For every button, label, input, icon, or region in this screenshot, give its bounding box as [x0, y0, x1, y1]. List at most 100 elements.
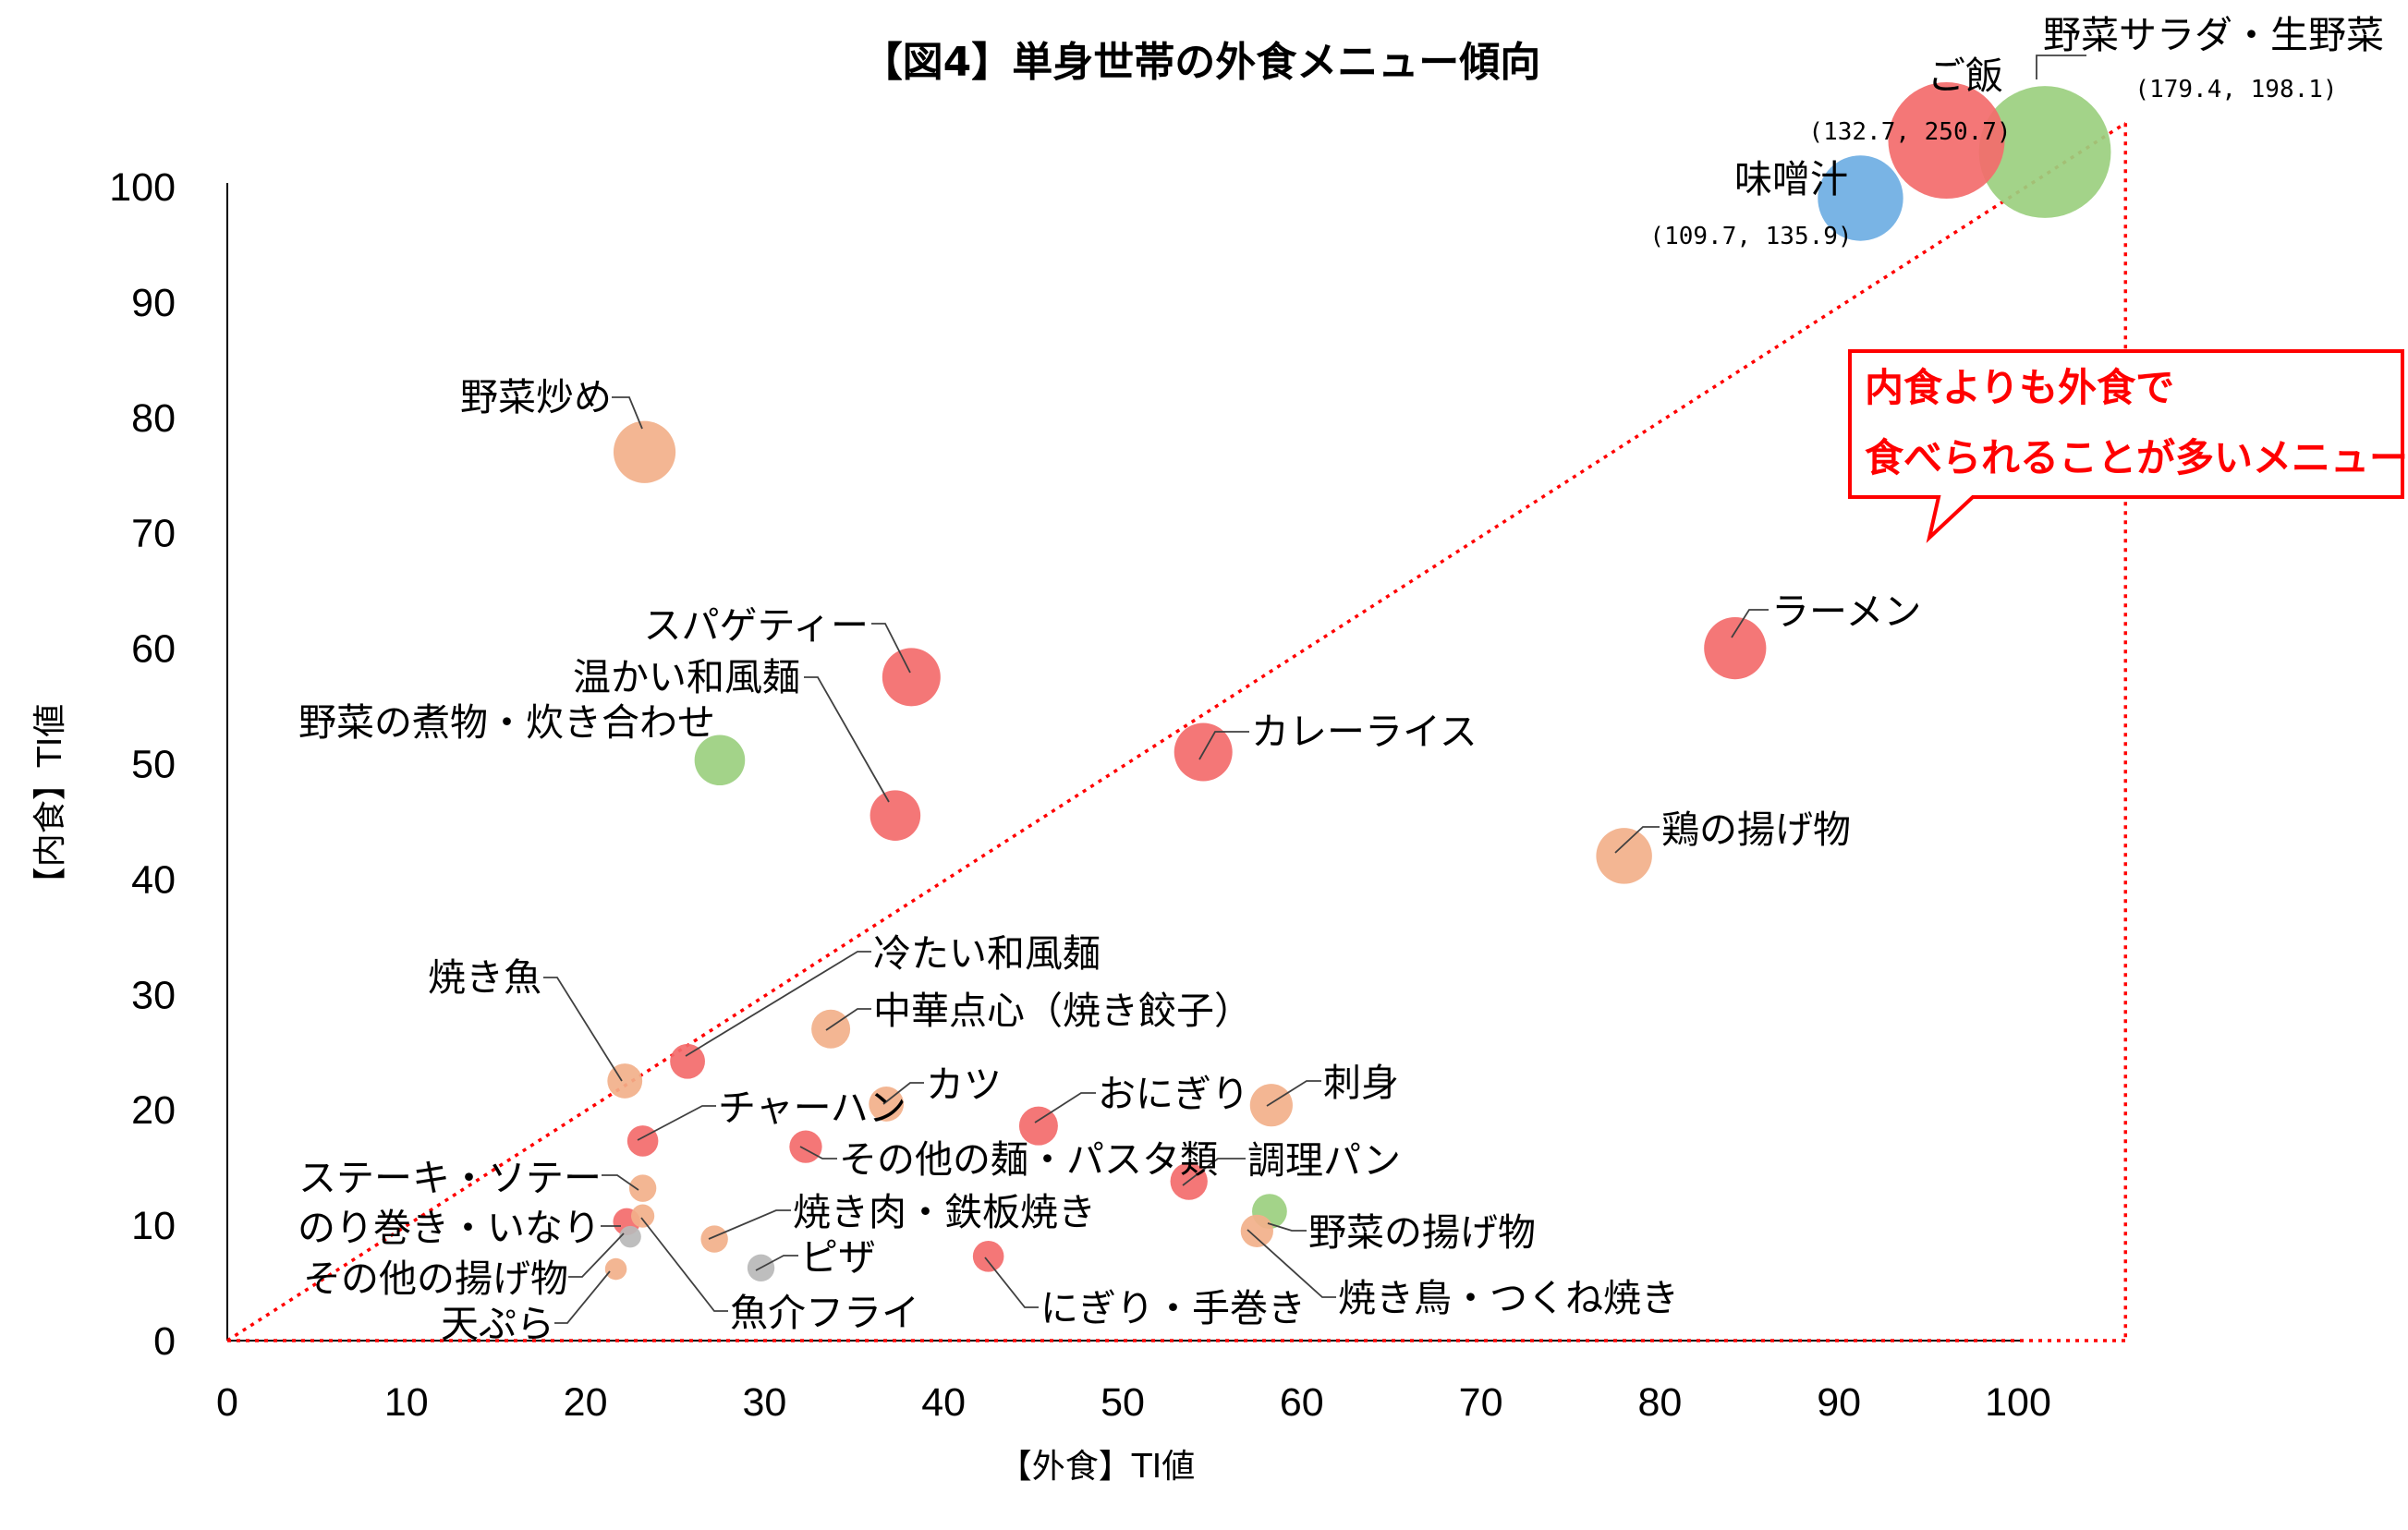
- label-その他の揚げ物: その他の揚げ物: [303, 1257, 568, 1301]
- bubble-スパゲティー: [882, 648, 941, 707]
- label-カツ: カツ: [926, 1062, 1002, 1107]
- label-ラーメン: ラーメン: [1771, 589, 1921, 634]
- label-のり巻き・いなり: のり巻き・いなり: [298, 1206, 601, 1250]
- label-中華点心-焼き餃子-: 中華点心（焼き餃子）: [873, 989, 1252, 1033]
- y-tick-label-90: 90: [131, 281, 176, 325]
- leader-カレーライス: [1198, 731, 1249, 760]
- point-labels: ご飯 (132.7, 250.7) 野菜サラダ・生野菜 (179.4, 198.1) 味…: [298, 13, 2384, 1346]
- leader-カツ: [882, 1082, 924, 1105]
- label-温かい和風麺: 温かい和風麺: [573, 655, 800, 699]
- bubble-天ぷら: [604, 1257, 627, 1281]
- callout-line-2: 食べられることが多いメニュー: [1865, 435, 2408, 480]
- bubble-ご飯: [1888, 82, 2005, 200]
- coord-ご飯: (132.7, 250.7): [1808, 118, 2011, 146]
- bubble-冷たい和風麺: [670, 1043, 705, 1079]
- leader-野菜の揚げ物: [1267, 1222, 1307, 1232]
- leader-ピザ: [755, 1255, 798, 1271]
- label-野菜の煮物・炊き合わせ: 野菜の煮物・炊き合わせ: [298, 700, 715, 745]
- leader-魚介フライ: [640, 1217, 728, 1312]
- bubble-にぎり・手巻き: [972, 1241, 1004, 1272]
- label-チャーハン: チャーハン: [718, 1086, 906, 1130]
- label-スパゲティー: スパゲティー: [643, 603, 869, 648]
- leader-刺身: [1266, 1080, 1321, 1107]
- bubble-刺身: [1249, 1084, 1293, 1127]
- x-tick-label-100: 100: [1985, 1380, 2051, 1425]
- leader-その他の麺・パスタ類: [799, 1146, 837, 1160]
- y-tick-label-100: 100: [109, 165, 176, 210]
- diagonal-guide-line: [226, 121, 2127, 1342]
- x-tick-label-20: 20: [564, 1380, 608, 1425]
- leader-天ぷら: [554, 1270, 611, 1324]
- x-tick-label-90: 90: [1817, 1380, 1861, 1425]
- label-その他の麺・パスタ類: その他の麺・パスタ類: [839, 1137, 1218, 1182]
- bubble-温かい和風麺: [870, 790, 921, 842]
- label-焼き肉・鉄板焼き: 焼き肉・鉄板焼き: [793, 1190, 1096, 1234]
- chart-title: 【図4】単身世帯の外食メニュー傾向: [862, 39, 1541, 86]
- x-tick-label-80: 80: [1637, 1380, 1682, 1425]
- bubble-鶏の揚げ物: [1596, 828, 1652, 884]
- y-tick-label-0: 0: [153, 1319, 176, 1364]
- leader-チャーハン: [637, 1105, 716, 1141]
- leader-野菜炒め: [612, 396, 643, 430]
- label-味噌汁: 味噌汁: [1734, 157, 1848, 201]
- bubble-ステーキ・ソテー: [628, 1174, 657, 1202]
- y-tick-label-50: 50: [131, 743, 176, 787]
- callout-line-1: 内食よりも外食で: [1865, 365, 2174, 410]
- axes: 0 10 20 30 40 50 60 70 80 90 100 0 10 20 30 40 50 60 70 80 9…: [109, 165, 2051, 1425]
- callout-box: [1848, 349, 2404, 543]
- leader-ステーキ・ソテー: [602, 1174, 639, 1191]
- label-焼き鳥・つくね焼き: 焼き鳥・つくね焼き: [1338, 1276, 1679, 1320]
- bubble-ラーメン: [1704, 617, 1767, 680]
- y-tick-label-20: 20: [131, 1088, 176, 1133]
- x-axis-label: 【外食】TI値: [999, 1448, 1196, 1486]
- label-カレーライス: カレーライス: [1251, 710, 1478, 754]
- bubble-焼き肉・鉄板焼き: [700, 1225, 728, 1253]
- y-axis-label: 【内食】TI値: [31, 704, 69, 901]
- label-野菜の揚げ物: 野菜の揚げ物: [1308, 1210, 1536, 1255]
- x-tick-label-30: 30: [742, 1380, 786, 1425]
- leader-野菜サラダ・生野菜: [2036, 55, 2086, 79]
- leader-温かい和風麺: [804, 676, 890, 803]
- leader-ラーメン: [1731, 609, 1769, 638]
- bubble-その他の麺・パスタ類: [789, 1130, 822, 1163]
- label-ステーキ・ソテー: ステーキ・ソテー: [298, 1156, 602, 1200]
- leader-中華点心-焼き餃子-: [825, 1008, 871, 1031]
- bubble-チャーハン: [626, 1125, 659, 1157]
- label-調理パン: 調理パン: [1247, 1138, 1401, 1183]
- y-tick-label-10: 10: [131, 1204, 176, 1248]
- x-tick-label-0: 0: [216, 1380, 238, 1425]
- coord-野菜サラダ・生野菜: (179.4, 198.1): [2134, 76, 2337, 103]
- x-tick-label-70: 70: [1459, 1380, 1503, 1425]
- leader-lines: [543, 55, 2086, 1324]
- label-鶏の揚げ物: 鶏の揚げ物: [1661, 808, 1851, 852]
- label-天ぷら: 天ぷら: [441, 1302, 554, 1346]
- guide-lines: [226, 121, 2128, 1342]
- y-tick-label-30: 30: [131, 973, 176, 1017]
- leader-冷たい和風麺: [685, 951, 871, 1057]
- label-野菜サラダ・生野菜: 野菜サラダ・生野菜: [2043, 13, 2384, 57]
- label-魚介フライ: 魚介フライ: [730, 1291, 919, 1335]
- bubble-野菜の煮物・炊き合わせ: [694, 735, 746, 786]
- x-tick-label-10: 10: [384, 1380, 429, 1425]
- y-tick-label-70: 70: [131, 512, 176, 556]
- y-tick-label-60: 60: [131, 627, 176, 672]
- bubble-野菜サラダ・生野菜: [1978, 86, 2111, 218]
- leader-焼き魚: [543, 977, 623, 1082]
- bubble-焼き鳥・つくね焼き: [1240, 1214, 1273, 1247]
- label-ご飯: ご飯: [1928, 54, 2003, 98]
- bubble-焼き魚: [607, 1063, 643, 1099]
- coord-味噌汁: (109.7, 135.9): [1649, 223, 1852, 250]
- leader-にぎり・手巻き: [984, 1257, 1039, 1308]
- leader-その他の揚げ物: [568, 1232, 625, 1278]
- leader-おにぎり: [1034, 1092, 1096, 1123]
- leader-鶏の揚げ物: [1614, 826, 1660, 854]
- leader-調理パン: [1182, 1158, 1246, 1186]
- label-野菜炒め: 野菜炒め: [460, 375, 612, 419]
- x-tick-label-50: 50: [1101, 1380, 1145, 1425]
- bubble-味噌汁: [1818, 155, 1903, 241]
- label-おにぎり: おにぎり: [1098, 1072, 1249, 1116]
- label-焼き魚: 焼き魚: [428, 955, 541, 1000]
- bubble-魚介フライ: [631, 1204, 655, 1228]
